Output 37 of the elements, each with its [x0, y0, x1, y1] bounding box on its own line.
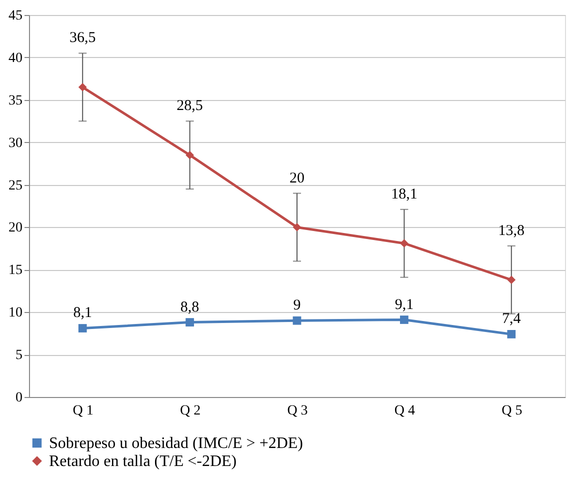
data-label: 9,1: [394, 296, 414, 313]
data-label: 20: [290, 170, 304, 186]
y-tick-label: 25: [8, 178, 22, 194]
point: [292, 316, 302, 325]
point: [78, 324, 87, 332]
y-tick-label: 0: [16, 390, 22, 406]
x-tick-label: Q 5: [502, 404, 522, 418]
legend-label: Retardo en talla (T/E <-2DE): [49, 453, 237, 470]
point: [186, 318, 194, 326]
y-tick-label: 30: [8, 136, 22, 151]
x-tick-label: Q 3: [287, 404, 308, 418]
data-label: 8,8: [180, 299, 200, 316]
x-tick-label: Q 4: [394, 404, 416, 418]
data-label: 36,5: [69, 30, 96, 46]
legend-label: Sobrepeso u obesidad (IMC/E > +2DE): [49, 435, 304, 452]
data-label: 18,1: [391, 186, 418, 202]
data-label: 8,1: [73, 305, 92, 322]
x-tick-label: Q 1: [72, 404, 94, 418]
y-tick-label: 35: [8, 93, 22, 108]
point: [292, 223, 302, 232]
point: [400, 239, 408, 248]
y-tick-label: 15: [8, 263, 22, 278]
point: [78, 82, 87, 92]
point: [186, 150, 194, 160]
y-tick-label: 45: [8, 8, 22, 24]
data-label: 7,4: [502, 311, 522, 328]
x-tick-label: Q 2: [180, 404, 201, 418]
data-label: 13,8: [498, 222, 525, 239]
y-tick-label: 5: [16, 348, 22, 364]
data-label: 28,5: [176, 98, 203, 114]
y-tick-label: 40: [8, 50, 22, 66]
y-tick-label: 10: [8, 306, 22, 321]
y-tick-label: 20: [8, 220, 22, 236]
point: [507, 330, 516, 338]
point: [400, 316, 408, 324]
point: [507, 276, 516, 284]
data-label: 9: [293, 298, 301, 314]
